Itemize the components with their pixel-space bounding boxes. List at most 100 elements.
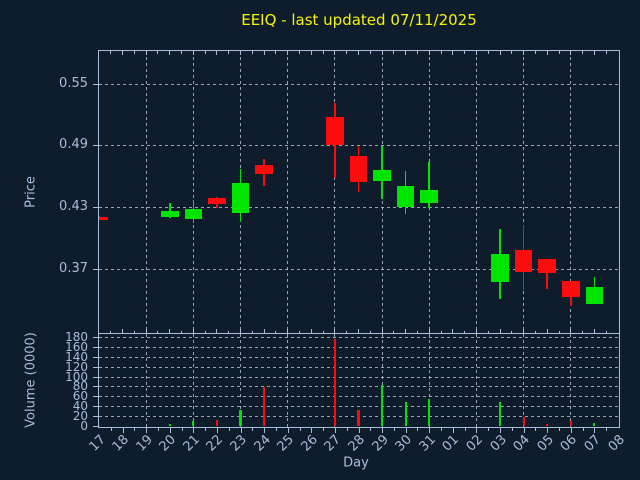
volume-bar	[333, 339, 336, 426]
volume-tick-mark	[92, 337, 99, 338]
x-tick-mark	[287, 51, 289, 55]
gridline-vertical	[381, 334, 383, 427]
price-tick-label: 0.37	[59, 260, 88, 276]
volume-tick-label: 180	[65, 330, 88, 344]
x-tick-mark	[299, 51, 301, 54]
x-axis-label: Day	[343, 455, 369, 471]
chart-title: EEIQ - last updated 07/11/2025	[241, 11, 477, 29]
volume-bar	[168, 424, 171, 426]
x-tick-mark	[228, 51, 230, 54]
x-tick-mark	[322, 330, 324, 333]
candle-body	[585, 287, 604, 304]
candle-wick	[428, 161, 431, 209]
x-tick-mark	[169, 51, 171, 55]
volume-tick-label: 0	[80, 419, 88, 433]
candle-body	[99, 217, 108, 220]
x-tick-mark	[310, 51, 312, 55]
x-tick-mark	[605, 51, 607, 54]
x-tick-mark	[157, 428, 159, 431]
x-tick-mark	[192, 329, 194, 333]
candle-body	[231, 183, 250, 214]
x-tick-mark	[310, 329, 312, 333]
x-tick-mark	[476, 428, 478, 433]
x-tick-mark	[311, 428, 313, 433]
x-tick-mark	[558, 51, 560, 54]
volume-tick-label: 120	[65, 359, 88, 374]
gridline-horizontal	[99, 366, 619, 368]
gridline-vertical	[475, 51, 477, 333]
price-panel	[98, 50, 620, 334]
x-tick-mark	[157, 330, 159, 333]
x-tick-mark	[487, 51, 489, 54]
x-tick-mark	[275, 330, 277, 333]
price-tick-mark	[92, 83, 99, 85]
x-tick-mark	[511, 330, 513, 333]
x-tick-mark	[464, 51, 466, 54]
x-tick-mark	[582, 428, 584, 431]
x-tick-mark	[381, 51, 383, 55]
gridline-vertical	[334, 51, 336, 333]
x-tick-mark	[192, 51, 194, 55]
x-tick-mark	[275, 428, 277, 431]
volume-panel	[98, 333, 620, 428]
x-tick-mark	[546, 51, 548, 55]
x-tick-mark	[346, 51, 348, 54]
volume-bar	[99, 425, 101, 426]
x-tick-mark	[523, 428, 525, 433]
x-tick-mark	[393, 330, 395, 333]
candle-body	[160, 211, 179, 218]
x-tick-mark	[251, 51, 253, 54]
gridline-vertical	[570, 51, 572, 333]
x-tick-mark	[381, 329, 383, 333]
x-tick-mark	[287, 428, 289, 433]
x-tick-mark	[440, 51, 442, 54]
x-tick-mark	[358, 51, 359, 55]
candle-wick	[546, 258, 549, 290]
x-tick-mark	[204, 51, 206, 54]
x-tick-mark	[264, 428, 266, 433]
x-tick-mark	[323, 428, 325, 431]
x-tick-mark	[110, 330, 112, 333]
gridline-vertical	[523, 334, 525, 427]
volume-bar	[215, 420, 219, 426]
gridline-horizontal	[99, 346, 619, 348]
x-tick-mark	[452, 428, 454, 433]
x-tick-mark	[334, 428, 336, 433]
x-tick-mark	[582, 51, 584, 54]
volume-axis-label: Volume (0000)	[23, 332, 39, 428]
x-tick-mark	[181, 428, 183, 431]
x-tick-mark	[417, 428, 419, 431]
x-tick-mark	[145, 51, 147, 55]
x-tick-mark	[252, 428, 254, 431]
x-tick-mark	[416, 51, 418, 54]
x-tick-mark	[133, 330, 135, 333]
x-tick-mark	[169, 428, 171, 433]
x-tick-mark	[499, 51, 501, 55]
x-tick-mark	[499, 329, 501, 333]
volume-tick-mark	[92, 366, 99, 368]
x-tick-mark	[523, 329, 525, 333]
x-tick-mark	[122, 428, 124, 433]
volume-bar	[404, 402, 407, 426]
candle-body	[538, 258, 557, 273]
gridline-vertical	[475, 334, 477, 427]
x-tick-mark	[500, 428, 502, 433]
volume-tick-label: 100	[65, 369, 88, 384]
volume-bar	[569, 421, 572, 426]
x-tick-mark	[181, 330, 183, 333]
x-tick-mark	[511, 428, 513, 431]
x-tick-mark	[216, 51, 218, 55]
x-tick-mark	[558, 330, 560, 333]
price-tick-mark	[92, 207, 99, 209]
volume-bar	[546, 423, 549, 426]
x-tick-mark	[393, 51, 395, 54]
candle-body	[514, 250, 533, 272]
x-tick-mark	[299, 428, 301, 431]
candle-body	[349, 155, 368, 183]
x-tick-mark	[441, 428, 443, 431]
x-tick-mark	[382, 428, 384, 433]
x-tick-mark	[547, 428, 549, 433]
gridline-vertical	[145, 51, 147, 333]
volume-tick-mark	[92, 386, 99, 388]
gridline-vertical	[240, 334, 242, 427]
